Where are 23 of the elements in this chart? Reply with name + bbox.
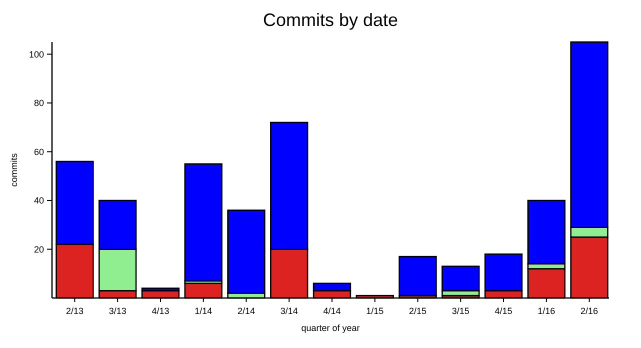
- x-tick-label: 2/15: [408, 306, 427, 316]
- bar: [227, 210, 266, 294]
- x-tick-label: 2/16: [580, 306, 598, 316]
- x-tick-label: 3/14: [280, 306, 298, 316]
- bar: [184, 163, 222, 282]
- y-tick-label: 100: [28, 49, 44, 60]
- x-tick-label: 2/14: [237, 306, 256, 316]
- x-tick-label: 4/15: [494, 306, 512, 316]
- y-axis-title: commits: [9, 152, 19, 187]
- y-tick-label: 20: [34, 244, 44, 254]
- x-tick-label: 3/13: [108, 306, 126, 316]
- x-axis-title: quarter of year: [301, 323, 360, 333]
- y-tick-label: 80: [34, 98, 44, 108]
- x-tick-label: 1/16: [538, 306, 556, 316]
- y-tick-label: 60: [34, 146, 44, 157]
- chart-title: Commits by date: [262, 10, 398, 30]
- y-tick-label: 40: [34, 196, 44, 206]
- x-tick-label: 4/14: [323, 306, 341, 316]
- x-tick-label: 2/13: [66, 306, 84, 316]
- x-tick-label: 3/15: [452, 306, 470, 316]
- x-tick-label: 1/15: [366, 306, 384, 316]
- x-tick-label: 4/13: [152, 306, 170, 316]
- x-tick-label: 1/14: [194, 306, 212, 316]
